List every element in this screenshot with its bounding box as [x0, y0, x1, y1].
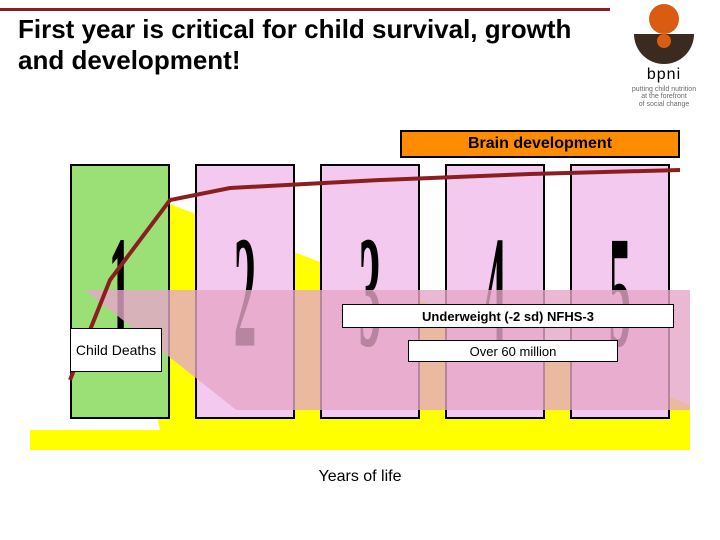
logo-text: bpni	[618, 66, 710, 84]
logo-tagline: putting child nutrition at the forefront…	[618, 86, 710, 108]
page-title: First year is critical for child surviva…	[18, 14, 618, 75]
x-axis-label: Years of life	[0, 468, 720, 486]
chart-panel: 1 2 3 4 5 Brain development Child Deaths…	[30, 130, 690, 450]
title-rule	[0, 8, 610, 11]
logo-tag-1: putting child nutrition	[632, 86, 696, 93]
brain-dev-label: Brain development	[400, 130, 680, 158]
logo-dot-icon	[657, 34, 671, 48]
logo-tag-2: at the forefront	[641, 93, 687, 100]
bpni-logo: bpni putting child nutrition at the fore…	[618, 4, 710, 108]
over60m-label: Over 60 million	[408, 340, 618, 362]
slide: First year is critical for child surviva…	[0, 0, 720, 540]
underweight-label: Underweight (-2 sd) NFHS-3	[342, 304, 674, 328]
child-deaths-label: Child Deaths	[70, 328, 162, 372]
logo-body-icon	[634, 34, 694, 64]
logo-tag-3: of social change	[639, 101, 690, 108]
logo-head-icon	[649, 4, 679, 34]
